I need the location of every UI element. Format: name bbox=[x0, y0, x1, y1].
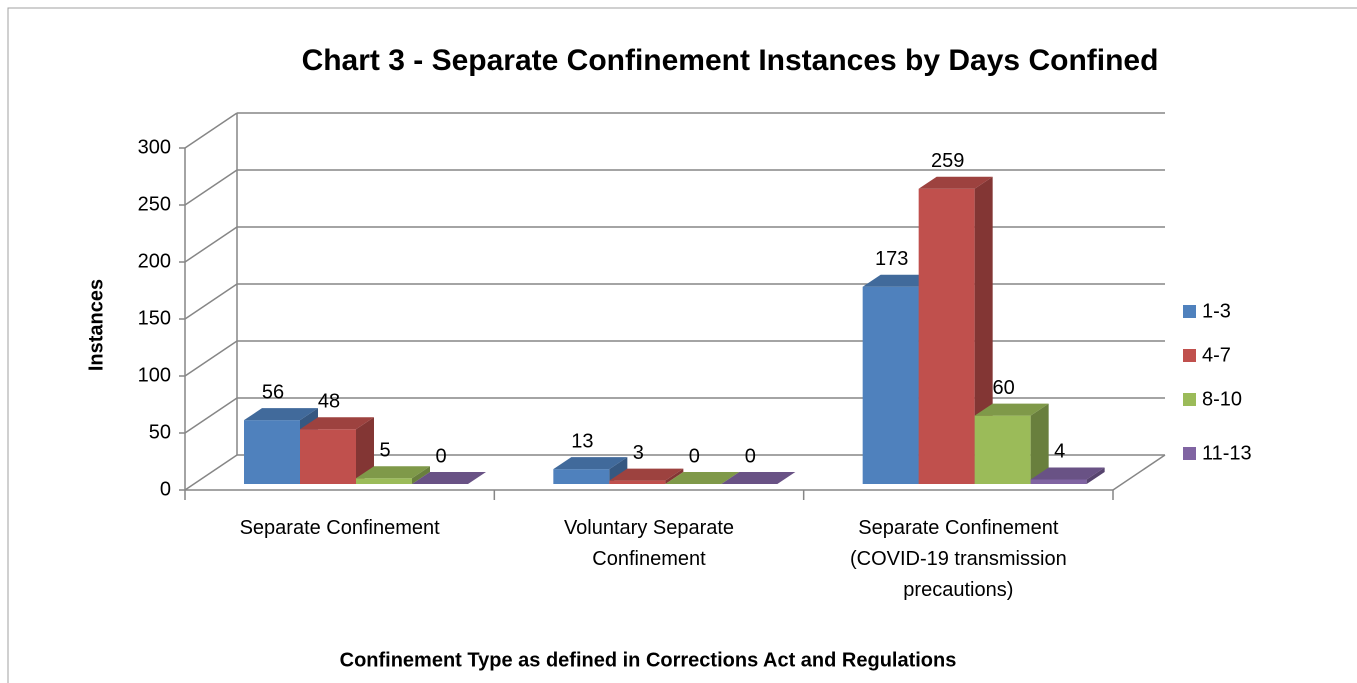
bar-top bbox=[1030, 467, 1105, 480]
legend-label: 1-3 bbox=[1202, 300, 1231, 322]
data-label: 48 bbox=[318, 391, 340, 413]
bar-front bbox=[609, 480, 666, 484]
bar-top bbox=[300, 417, 374, 430]
data-label: 60 bbox=[993, 377, 1015, 399]
grid-line-side bbox=[184, 226, 238, 263]
legend-swatch bbox=[1183, 393, 1196, 406]
bar-top bbox=[609, 468, 684, 481]
bar-side bbox=[665, 468, 684, 484]
data-label: 0 bbox=[689, 445, 700, 467]
y-tick-label: 0 bbox=[160, 478, 171, 500]
bar-front bbox=[862, 286, 919, 484]
bar bbox=[665, 472, 740, 484]
bar-front bbox=[974, 415, 1031, 484]
bar-top bbox=[974, 403, 1049, 416]
y-tick-label: 300 bbox=[138, 136, 171, 158]
bar bbox=[609, 468, 684, 484]
legend-swatch bbox=[1183, 349, 1196, 362]
legend-swatch bbox=[1183, 447, 1196, 460]
grid-line-side bbox=[184, 454, 238, 491]
bar-top bbox=[862, 274, 937, 287]
bar-top bbox=[553, 457, 628, 470]
data-label: 0 bbox=[435, 445, 446, 467]
grid-line-side bbox=[184, 112, 238, 149]
data-label: 173 bbox=[875, 248, 908, 270]
data-label: 4 bbox=[1054, 441, 1065, 463]
data-label: 3 bbox=[633, 442, 644, 464]
x-axis-title: Confinement Type as defined in Correctio… bbox=[340, 649, 957, 671]
x-tick-label: Separate Confinement bbox=[239, 517, 440, 539]
data-label: 56 bbox=[262, 381, 284, 403]
bar-side bbox=[1030, 403, 1049, 484]
data-label: 13 bbox=[571, 430, 593, 452]
legend-swatch bbox=[1183, 305, 1196, 318]
bar-side bbox=[609, 457, 628, 484]
data-label: 5 bbox=[379, 440, 390, 462]
bar bbox=[974, 403, 1049, 484]
y-tick-label: 100 bbox=[138, 364, 171, 386]
bar-top bbox=[244, 408, 318, 421]
y-tick-label: 150 bbox=[138, 307, 171, 329]
bar-front bbox=[918, 188, 975, 485]
bar-front bbox=[356, 478, 412, 484]
bar bbox=[356, 466, 430, 484]
y-tick-label: 50 bbox=[149, 421, 171, 443]
bar bbox=[553, 457, 628, 484]
grid-line-side bbox=[184, 397, 238, 434]
bar-front bbox=[553, 469, 610, 484]
bar-front bbox=[244, 420, 300, 484]
x-tick-label: Separate Confinement (COVID-19 transmiss… bbox=[849, 517, 1067, 601]
bar-top bbox=[721, 472, 796, 484]
legend-label: 11-13 bbox=[1202, 442, 1252, 464]
y-tick-label: 200 bbox=[138, 250, 171, 272]
x-tick-label: Voluntary Separate Confinement bbox=[563, 517, 735, 570]
grid-line-side bbox=[184, 169, 238, 206]
bar-side bbox=[356, 417, 374, 484]
bar-side bbox=[412, 466, 430, 484]
bar-front bbox=[300, 429, 356, 484]
bar-front bbox=[1030, 479, 1087, 484]
y-axis-title: Instances bbox=[85, 279, 107, 371]
chart-border bbox=[7, 7, 1357, 683]
bar-top bbox=[412, 472, 486, 484]
data-label: 0 bbox=[745, 445, 756, 467]
bar-top bbox=[356, 466, 430, 479]
bar-top bbox=[665, 472, 740, 484]
legend-label: 8-10 bbox=[1202, 388, 1242, 410]
bar-side bbox=[1086, 467, 1105, 484]
bar-top bbox=[918, 176, 993, 189]
bar bbox=[412, 472, 486, 484]
y-tick-label: 250 bbox=[138, 193, 171, 215]
grid-line-side bbox=[184, 283, 238, 320]
bar bbox=[1030, 467, 1105, 484]
bar bbox=[721, 472, 796, 484]
chart-title: Chart 3 - Separate Confinement Instances… bbox=[302, 44, 1159, 77]
legend-label: 4-7 bbox=[1202, 344, 1231, 366]
floor-edge bbox=[1112, 454, 1166, 491]
data-label: 259 bbox=[931, 150, 964, 172]
bar bbox=[300, 417, 374, 484]
grid-line-side bbox=[184, 340, 238, 377]
